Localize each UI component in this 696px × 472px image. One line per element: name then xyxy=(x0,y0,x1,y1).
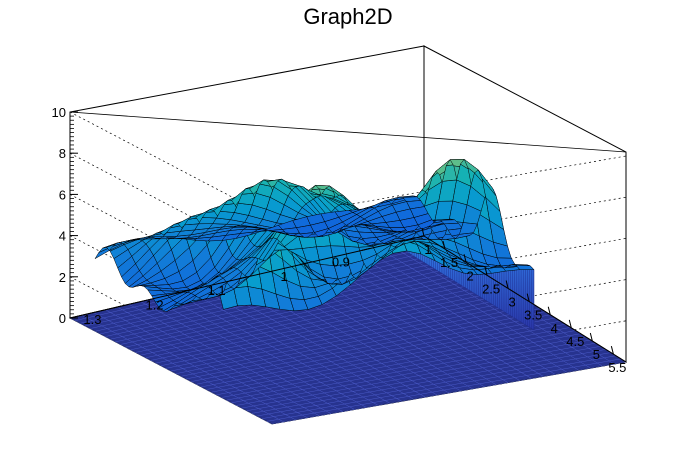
x-tick-label: 5.5 xyxy=(608,360,626,375)
floor-grid-line xyxy=(353,252,556,375)
x-tick-label: 1.5 xyxy=(440,255,458,270)
floor-grid-line xyxy=(329,257,532,379)
floor-grid-line xyxy=(140,301,343,412)
x-tick xyxy=(547,306,551,315)
floor-grid-line xyxy=(164,295,367,408)
y-tick xyxy=(237,276,246,280)
floor-grid-line xyxy=(128,304,332,414)
y-tick-label: 1 xyxy=(281,269,288,284)
y-tick-label: 1.3 xyxy=(83,312,101,327)
z-gridline xyxy=(69,111,627,219)
floor-grid-line xyxy=(364,249,568,373)
z-tick-label: 2 xyxy=(59,270,66,285)
floor-grid-line xyxy=(81,315,284,423)
y-tick xyxy=(113,305,122,309)
x-tick xyxy=(463,254,467,263)
chart-title: Graph2D xyxy=(303,4,393,29)
z-gridline xyxy=(69,194,627,301)
x-tick-label: 3.5 xyxy=(524,308,542,323)
floor-grid-line xyxy=(376,246,579,371)
z-tick-label: 4 xyxy=(59,229,66,244)
floor-grid-line xyxy=(187,290,391,404)
x-tick-label: 2 xyxy=(466,268,473,283)
y-tick-label: 0.9 xyxy=(332,254,350,269)
x-tick xyxy=(505,280,509,289)
z-tick-label: 10 xyxy=(52,105,66,120)
x-tick xyxy=(610,346,614,355)
z-axis: 0 2 4 6 8 10 xyxy=(52,105,78,326)
floor-grid-line xyxy=(69,317,273,425)
x-tick xyxy=(526,293,530,302)
x-tick-label: 1 xyxy=(424,242,431,257)
z-gridline xyxy=(69,152,627,260)
surface-cell xyxy=(515,264,535,270)
x-tick xyxy=(442,241,446,250)
z-tick-label: 6 xyxy=(59,187,66,202)
x-axis: 1 1.5 2 2.5 3 3.5 4 4.5 5 5.5 xyxy=(421,227,626,375)
floor-grid-line xyxy=(93,312,296,421)
floor-grid-line xyxy=(105,309,308,419)
x-tick-label: 2.5 xyxy=(482,281,500,296)
front-top-edge xyxy=(69,111,627,153)
x-tick xyxy=(484,267,488,276)
y-tick xyxy=(175,291,184,295)
y-axis: 0.9 1 1.1 1.2 1.3 xyxy=(69,235,425,327)
z-tick-label: 8 xyxy=(59,146,66,161)
floor-grid-line xyxy=(176,293,379,406)
box-front-edges xyxy=(69,111,627,153)
y-tick-label: 1.2 xyxy=(146,298,164,313)
x-tick-label: 4.5 xyxy=(566,334,584,349)
floor-grid-line xyxy=(117,306,320,416)
y-tick-label: 1.1 xyxy=(208,283,226,298)
floor-grid-line xyxy=(388,243,591,369)
x-tick xyxy=(568,319,572,328)
z-tick-label: 0 xyxy=(59,311,66,326)
y-tick xyxy=(299,262,308,266)
x-tick-label: 4 xyxy=(551,321,558,336)
surface-mesh xyxy=(94,158,535,312)
x-tick xyxy=(589,332,593,342)
x-tick-label: 5 xyxy=(593,347,600,362)
floor-grid-line xyxy=(152,298,355,410)
x-tick xyxy=(421,227,425,237)
floor-grid-line xyxy=(341,254,544,377)
y-tick xyxy=(361,247,371,251)
x-tick-label: 3 xyxy=(509,295,516,310)
